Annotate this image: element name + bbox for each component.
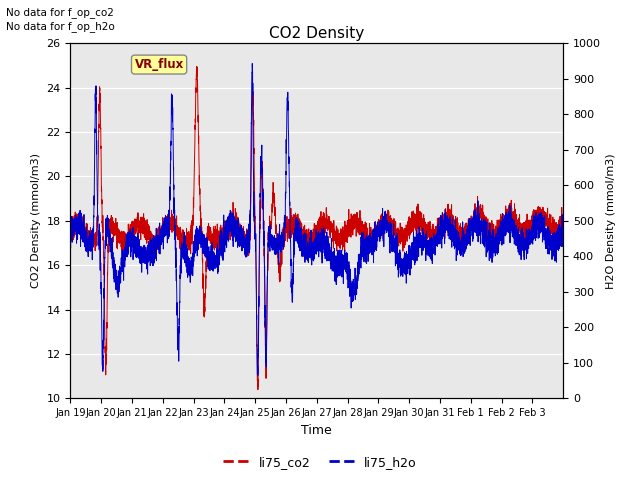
Text: VR_flux: VR_flux: [134, 58, 184, 71]
Legend: li75_co2, li75_h2o: li75_co2, li75_h2o: [218, 451, 422, 474]
X-axis label: Time: Time: [301, 424, 332, 437]
Text: No data for f_op_co2
No data for f_op_h2o: No data for f_op_co2 No data for f_op_h2…: [6, 7, 115, 32]
Y-axis label: CO2 Density (mmol/m3): CO2 Density (mmol/m3): [31, 153, 41, 288]
Title: CO2 Density: CO2 Density: [269, 25, 364, 41]
Y-axis label: H2O Density (mmol/m3): H2O Density (mmol/m3): [607, 153, 616, 288]
